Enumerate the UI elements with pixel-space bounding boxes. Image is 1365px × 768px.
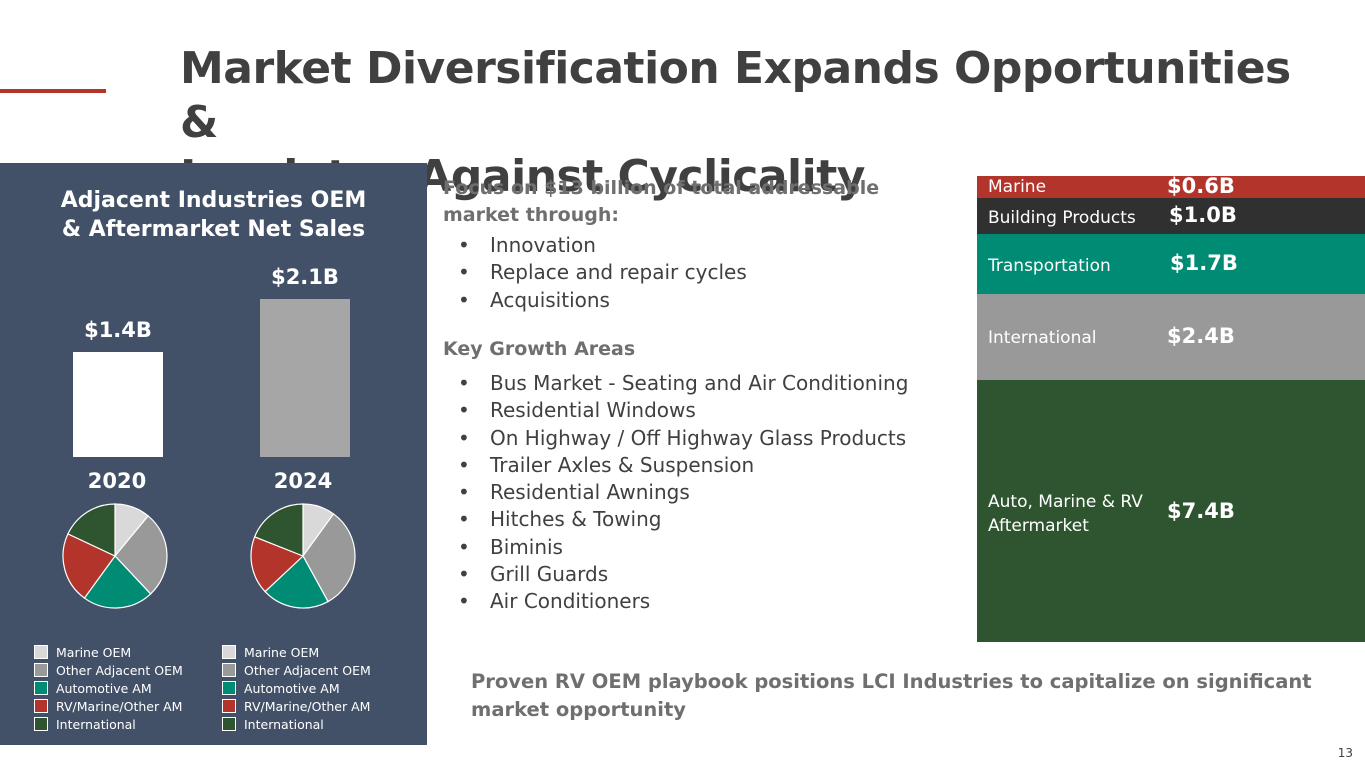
legend-item: International	[222, 716, 412, 734]
growth-bullet: On Highway / Off Highway Glass Products	[458, 425, 908, 453]
segment-aftermarket: Auto, Marine & RV Aftermarket $7.4B	[977, 380, 1365, 642]
legend-swatch-other-adjacent-oem	[34, 663, 48, 677]
segment-label-transportation: Transportation	[988, 256, 1111, 276]
legend-label: Automotive AM	[244, 681, 340, 696]
growth-bullet: Bus Market - Seating and Air Conditionin…	[458, 370, 908, 398]
legend-item: Automotive AM	[34, 680, 224, 698]
growth-bullet: Grill Guards	[458, 561, 908, 589]
segment-label-marine: Marine	[988, 177, 1047, 197]
growth-bullet: Hitches & Towing	[458, 506, 908, 534]
legend-label: Marine OEM	[244, 645, 320, 660]
legend-swatch-other-adjacent-oem	[222, 663, 236, 677]
pie-slice-automotive-am	[83, 555, 152, 609]
segment-value-building-products: $1.0B	[1169, 203, 1237, 227]
page-title: Market Diversification Expands Opportuni…	[180, 42, 1330, 204]
proven-line-2: market opportunity	[471, 698, 687, 721]
legend-item: Other Adjacent OEM	[222, 662, 412, 680]
accent-line	[0, 89, 106, 93]
proven-line-1: Proven RV OEM playbook positions LCI Ind…	[471, 670, 1312, 693]
page-number: 13	[1337, 746, 1353, 760]
segment-label-international: International	[988, 328, 1097, 348]
legend-swatch-automotive-am	[34, 681, 48, 695]
pie-slice-automotive-am	[264, 555, 329, 609]
legend-label: Other Adjacent OEM	[244, 663, 371, 678]
focus-heading-line-2: market through:	[443, 204, 619, 226]
page-title-line-1: Market Diversification Expands Opportuni…	[180, 43, 1291, 148]
legend-2024: Marine OEM Other Adjacent OEM Automotive…	[222, 644, 412, 734]
panel-title-line-2: & Aftermarket Net Sales	[61, 217, 366, 242]
segment-value-marine: $0.6B	[1167, 174, 1235, 198]
bar-value-label-2024: $2.1B	[271, 265, 339, 289]
legend-item: RV/Marine/Other AM	[222, 698, 412, 716]
legend-swatch-international	[34, 717, 48, 731]
legend-item: RV/Marine/Other AM	[34, 698, 224, 716]
pie-slice-international	[67, 503, 116, 557]
legend-swatch-marine-oem	[34, 645, 48, 659]
legend-label: RV/Marine/Other AM	[244, 699, 371, 714]
legend-swatch-marine-oem	[222, 645, 236, 659]
legend-label: Other Adjacent OEM	[56, 663, 183, 678]
pie-slice-international	[253, 503, 304, 557]
year-label-2020: 2020	[87, 469, 147, 493]
growth-bullet: Air Conditioners	[458, 588, 908, 616]
segment-value-transportation: $1.7B	[1170, 251, 1238, 275]
pie-chart-2024	[250, 503, 356, 609]
pie-slice-rv-marine-other-am	[250, 536, 305, 593]
segment-label-aftermarket-line-2: Aftermarket	[988, 516, 1089, 536]
legend-label: Automotive AM	[56, 681, 152, 696]
focus-bullet: Innovation	[458, 232, 747, 260]
legend-label: RV/Marine/Other AM	[56, 699, 183, 714]
panel-title: Adjacent Industries OEM & Aftermarket Ne…	[0, 186, 427, 244]
legend-label: International	[56, 717, 136, 732]
year-label-2024: 2024	[273, 469, 333, 493]
growth-bullet: Residential Windows	[458, 397, 908, 425]
legend-label: Marine OEM	[56, 645, 132, 660]
pie-chart-2020	[62, 503, 168, 609]
focus-bullet-list: Innovation Replace and repair cycles Acq…	[458, 232, 747, 314]
legend-swatch-automotive-am	[222, 681, 236, 695]
segment-building-products: Building Products $1.0B	[977, 198, 1365, 234]
segment-value-international: $2.4B	[1167, 324, 1235, 348]
focus-bullet: Acquisitions	[458, 287, 747, 315]
segment-label-aftermarket-line-1: Auto, Marine & RV	[988, 492, 1143, 512]
legend-item: International	[34, 716, 224, 734]
bar-value-label-2020: $1.4B	[84, 318, 152, 342]
bar-2020	[73, 352, 163, 457]
growth-bullet-list: Bus Market - Seating and Air Conditionin…	[458, 370, 908, 616]
growth-bullet: Biminis	[458, 534, 908, 562]
segment-transportation: Transportation $1.7B	[977, 234, 1365, 294]
legend-item: Marine OEM	[222, 644, 412, 662]
key-growth-heading: Key Growth Areas	[443, 338, 636, 360]
pie-slice-other-adjacent-oem	[302, 513, 356, 603]
proven-playbook-statement: Proven RV OEM playbook positions LCI Ind…	[471, 668, 1351, 724]
focus-heading: Focus on $13 billion of total addressabl…	[443, 175, 963, 229]
adjacent-industries-panel	[0, 163, 427, 745]
legend-swatch-rv-marine-other-am	[222, 699, 236, 713]
legend-item: Other Adjacent OEM	[34, 662, 224, 680]
bar-2024	[260, 299, 350, 457]
segment-value-aftermarket: $7.4B	[1167, 499, 1235, 523]
legend-label: International	[244, 717, 324, 732]
focus-bullet: Replace and repair cycles	[458, 259, 747, 287]
panel-title-line-1: Adjacent Industries OEM	[60, 188, 367, 213]
segment-label-building-products: Building Products	[988, 208, 1136, 228]
legend-2020: Marine OEM Other Adjacent OEM Automotive…	[34, 644, 224, 734]
legend-item: Marine OEM	[34, 644, 224, 662]
legend-item: Automotive AM	[222, 680, 412, 698]
growth-bullet: Residential Awnings	[458, 479, 908, 507]
legend-swatch-international	[222, 717, 236, 731]
legend-swatch-rv-marine-other-am	[34, 699, 48, 713]
pie-slice-other-adjacent-oem	[114, 515, 168, 595]
focus-heading-line-1: Focus on $13 billion of total addressabl…	[443, 177, 880, 199]
segment-international: International $2.4B	[977, 294, 1365, 380]
growth-bullet: Trailer Axles & Suspension	[458, 452, 908, 480]
segment-marine: Marine $0.6B	[977, 174, 1365, 198]
